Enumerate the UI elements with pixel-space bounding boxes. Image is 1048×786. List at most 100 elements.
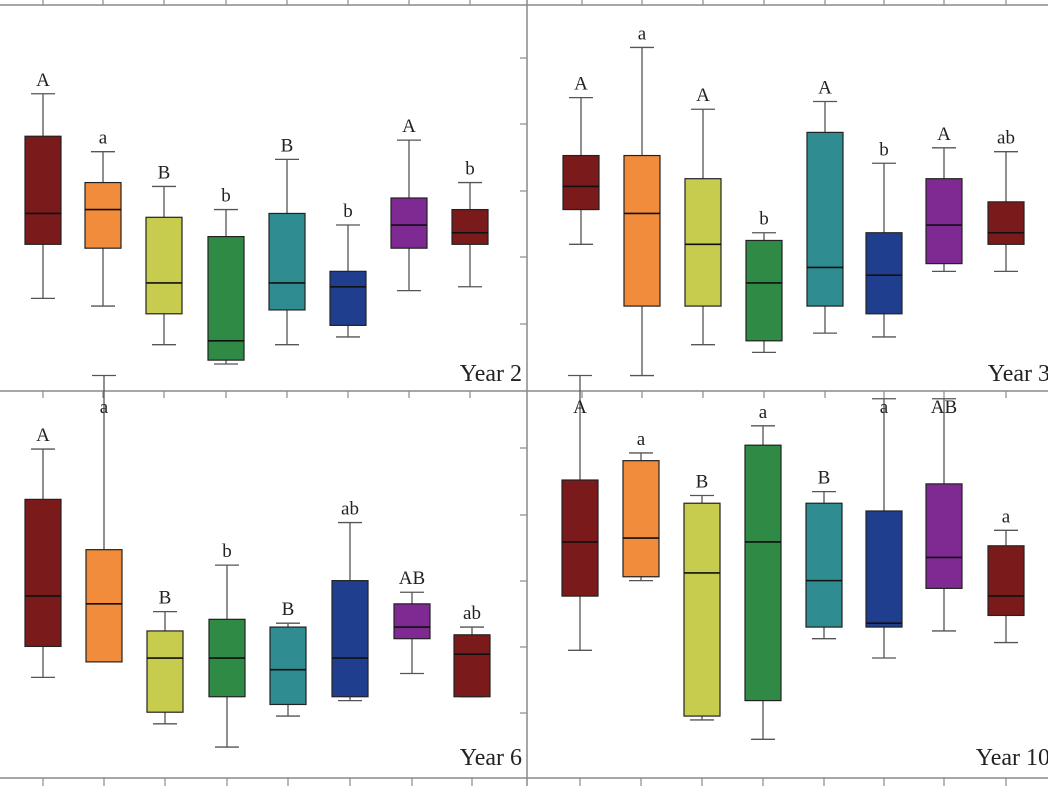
iqr-box: [451, 208, 489, 245]
significance-letter: AB: [931, 397, 957, 418]
panel-label: Year 10: [976, 745, 1048, 771]
significance-letter: a: [1002, 506, 1011, 527]
iqr-box: [805, 502, 843, 628]
box-3-0: A: [561, 374, 599, 651]
iqr-box: [987, 201, 1025, 245]
significance-letter: AB: [399, 568, 425, 589]
iqr-box: [84, 181, 122, 249]
significance-letter: A: [696, 85, 710, 106]
iqr-box: [745, 239, 783, 342]
box-1-1: a: [623, 23, 661, 377]
iqr-box: [24, 498, 62, 648]
significance-letter: A: [402, 116, 416, 137]
significance-letter: ab: [463, 603, 481, 624]
significance-letter: B: [818, 468, 831, 489]
significance-letter: b: [465, 159, 475, 180]
significance-letter: A: [573, 397, 587, 418]
box-0-4: B: [268, 135, 306, 346]
iqr-box: [987, 545, 1025, 617]
significance-letter: A: [36, 425, 50, 446]
iqr-box: [925, 178, 963, 265]
box-0-0: A: [24, 70, 62, 300]
significance-letter: a: [100, 397, 109, 418]
box-0-6: A: [390, 116, 428, 292]
iqr-box: [561, 479, 599, 597]
significance-letter: A: [574, 74, 588, 95]
box-0-5: b: [329, 201, 367, 338]
significance-letter: A: [818, 78, 832, 99]
iqr-box: [268, 212, 306, 311]
box-2-1: a: [85, 374, 123, 663]
iqr-box: [331, 580, 369, 698]
iqr-box: [329, 270, 367, 326]
panel-label: Year 6: [460, 745, 522, 771]
iqr-box: [925, 483, 963, 589]
significance-letter: B: [281, 135, 294, 156]
panel-3: Aa Ba Ba AB a Year 10: [561, 374, 1048, 771]
box-2-6: AB: [393, 568, 431, 675]
box-1-5: b: [865, 139, 903, 338]
box-2-0: A: [24, 425, 62, 679]
box-0-2: B: [145, 162, 183, 346]
box-0-3: b: [207, 186, 245, 365]
significance-letter: b: [221, 186, 231, 207]
iqr-box: [453, 634, 491, 698]
box-3-5: a: [865, 397, 903, 659]
significance-letter: B: [158, 162, 171, 183]
box-0-1: a: [84, 128, 122, 307]
box-1-6: A: [925, 124, 963, 272]
panel-1: Aa Ab Ab A ab Year 3: [562, 23, 1048, 387]
box-3-4: B: [805, 468, 843, 640]
panel-label: Year 2: [460, 361, 522, 387]
box-2-3: b: [208, 541, 246, 748]
box-0-7: b: [451, 159, 489, 288]
box-1-3: b: [745, 209, 783, 354]
iqr-box: [562, 154, 600, 211]
significance-letter: ab: [341, 499, 359, 520]
box-3-7: a: [987, 506, 1025, 644]
iqr-box: [85, 549, 123, 663]
iqr-box: [622, 460, 660, 578]
significance-letter: A: [36, 70, 50, 91]
box-2-7: ab: [453, 603, 491, 698]
box-1-0: A: [562, 74, 600, 245]
significance-letter: a: [99, 128, 108, 149]
significance-letter: A: [937, 124, 951, 145]
significance-letter: B: [282, 599, 295, 620]
significance-letter: a: [880, 397, 889, 418]
panel-2: Aa Bb Bab AB ab Year 6: [24, 374, 522, 771]
iqr-box: [623, 154, 661, 307]
significance-letter: a: [759, 402, 768, 423]
iqr-box: [683, 502, 721, 717]
panel-label: Year 3: [988, 361, 1048, 387]
box-1-2: A: [684, 85, 722, 346]
iqr-box: [145, 216, 183, 315]
significance-letter: b: [759, 209, 769, 230]
panel-0: Aa Bb Bb Ab Year 2: [24, 70, 522, 387]
box-3-3: a: [744, 402, 782, 740]
significance-letter: b: [222, 541, 232, 562]
box-3-1: a: [622, 429, 660, 582]
box-1-7: ab: [987, 128, 1025, 272]
box-2-5: ab: [331, 499, 369, 702]
significance-letter: a: [638, 23, 647, 44]
significance-letter: b: [343, 201, 353, 222]
significance-letter: ab: [997, 128, 1015, 149]
iqr-box: [146, 630, 184, 713]
axis-ticks: [42, 0, 1007, 786]
iqr-box: [393, 603, 431, 640]
iqr-box: [806, 131, 844, 307]
iqr-box: [24, 135, 62, 245]
iqr-box: [865, 232, 903, 315]
iqr-box: [269, 626, 307, 706]
significance-letter: b: [879, 139, 889, 160]
box-2-4: B: [269, 599, 307, 717]
iqr-box: [390, 197, 428, 249]
box-3-6: AB: [925, 397, 963, 632]
significance-letter: B: [159, 588, 172, 609]
box-2-2: B: [146, 588, 184, 725]
iqr-box: [865, 510, 903, 628]
